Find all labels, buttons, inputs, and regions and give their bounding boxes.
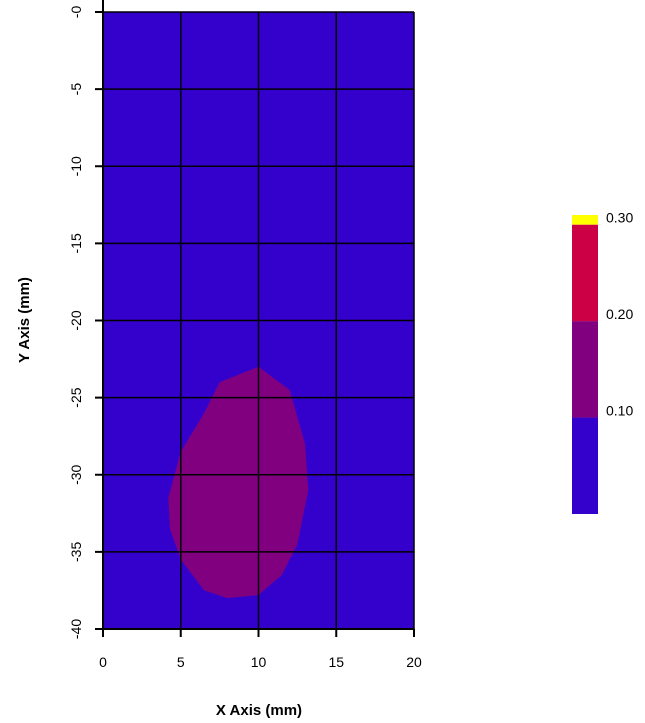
x-tick-label: 20 xyxy=(406,654,422,670)
x-tick-label: 15 xyxy=(328,654,344,670)
y-tick-label: -35 xyxy=(68,542,84,562)
y-tick-label: -20 xyxy=(68,310,84,330)
x-tick-labels: 0 5 10 15 20 xyxy=(99,654,422,670)
legend-swatch xyxy=(572,321,598,418)
y-tick-label: -10 xyxy=(68,156,84,176)
x-tick-label: 5 xyxy=(177,654,185,670)
y-tick-labels: -0 -5 -10 -15 -20 -25 -30 -35 -40 xyxy=(68,6,84,640)
legend-swatch xyxy=(572,224,598,322)
y-tick-label: -30 xyxy=(68,464,84,484)
legend-label: 0.30 xyxy=(606,210,633,226)
legend-swatch xyxy=(572,417,598,514)
y-tick-label: -15 xyxy=(68,233,84,253)
legend: 0.10 0.20 0.30 xyxy=(572,210,633,514)
x-tick-label: 0 xyxy=(99,654,107,670)
y-tick-label: -25 xyxy=(68,387,84,407)
x-axis-title: X Axis (mm) xyxy=(216,702,302,719)
y-axis-title: Y Axis (mm) xyxy=(16,277,33,363)
y-tick-label: -40 xyxy=(68,619,84,639)
legend-swatch xyxy=(572,215,598,225)
legend-label: 0.20 xyxy=(606,306,633,322)
axes xyxy=(95,0,415,637)
y-tick-label: -0 xyxy=(68,6,84,19)
x-tick-label: 10 xyxy=(251,654,267,670)
contour-region xyxy=(168,366,309,599)
legend-label: 0.10 xyxy=(606,403,633,419)
y-tick-label: -5 xyxy=(68,83,84,96)
